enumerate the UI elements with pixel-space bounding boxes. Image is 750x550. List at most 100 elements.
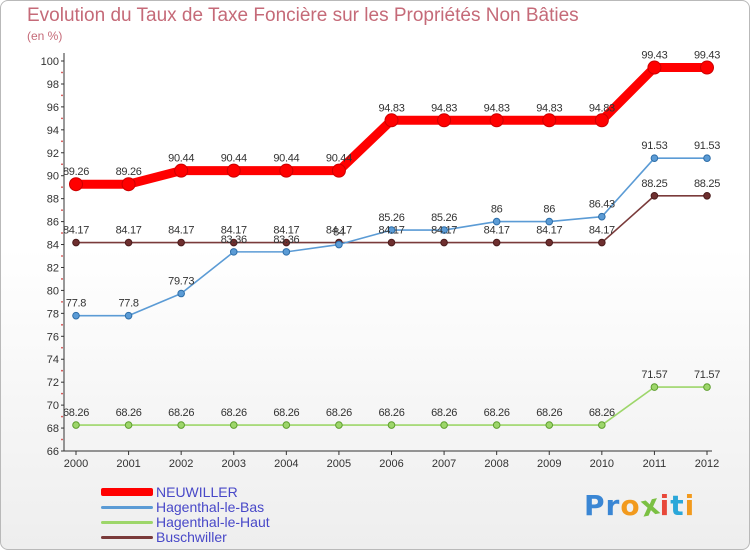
y-tick-label: 80 <box>47 285 59 297</box>
data-point <box>226 163 241 178</box>
y-tick-label: 96 <box>47 102 59 114</box>
data-point <box>489 113 504 128</box>
x-tick-label: 2002 <box>169 458 193 470</box>
y-tick-label: 90 <box>47 171 59 183</box>
logo-letter: r <box>605 489 621 522</box>
legend-item-neuwiller: NEUWILLER <box>101 484 321 500</box>
data-label: 84.17 <box>168 225 194 237</box>
x-tick-label: 2008 <box>484 458 508 470</box>
logo-letter: o <box>620 489 641 522</box>
y-tick-label: 70 <box>47 400 59 412</box>
logo-letter: i <box>684 489 696 522</box>
x-tick-label: 2007 <box>432 458 456 470</box>
data-point <box>598 212 606 221</box>
y-tick-label: 68 <box>47 423 59 435</box>
data-point <box>387 421 396 429</box>
y-tick-label: 88 <box>47 194 59 206</box>
y-minor-tick <box>61 209 63 212</box>
data-label: 84.17 <box>378 225 404 237</box>
data-point <box>594 113 609 128</box>
data-point <box>650 191 659 200</box>
data-point <box>598 421 606 429</box>
data-point <box>384 113 399 128</box>
data-point <box>124 421 133 429</box>
data-label: 68.26 <box>168 407 194 419</box>
y-minor-tick <box>61 232 63 234</box>
y-minor-tick <box>61 323 63 326</box>
y-tick-label: 66 <box>47 446 59 458</box>
x-tick-label: 2003 <box>222 458 246 470</box>
data-label: 94.83 <box>484 102 510 114</box>
legend-item-buschwiller: Buschwiller <box>101 529 321 545</box>
data-point <box>492 238 501 247</box>
data-label: 94.83 <box>589 102 615 114</box>
data-label: 88.25 <box>694 178 720 190</box>
data-label: 83.36 <box>273 234 299 246</box>
data-point <box>440 238 448 247</box>
data-point <box>335 240 343 249</box>
data-label: 84.17 <box>221 225 247 237</box>
y-tick-label: 84 <box>47 240 59 252</box>
logo-letter: t <box>670 489 685 522</box>
data-point <box>72 421 80 429</box>
data-label: 90.44 <box>273 153 299 165</box>
data-label: 84.17 <box>63 225 89 237</box>
y-minor-tick <box>61 415 63 418</box>
y-minor-tick <box>61 255 63 257</box>
legend-label: Buschwiller <box>156 529 227 545</box>
y-tick-label: 74 <box>47 354 59 366</box>
legend-label: NEUWILLER <box>156 484 238 500</box>
x-tick-label: 2010 <box>590 458 614 470</box>
data-label: 84.17 <box>484 225 510 237</box>
data-label: 90.44 <box>168 153 194 165</box>
chart-unit-label: (en %) <box>27 29 63 43</box>
x-tick-label: 2011 <box>643 458 667 470</box>
data-label: 84.17 <box>116 225 142 237</box>
data-label: 86 <box>543 204 555 216</box>
chart-title: Evolution du Taux de Taxe Foncière sur l… <box>27 5 579 26</box>
data-label: 68.26 <box>221 407 247 419</box>
data-point <box>229 248 238 256</box>
data-point <box>545 238 554 247</box>
data-label: 68.26 <box>116 407 142 419</box>
data-point <box>279 163 294 178</box>
legend-swatch-neuwiller <box>101 488 153 496</box>
data-label: 84.17 <box>326 225 352 237</box>
legend-item-hagenthal-le-bas: Hagenthal-le-Bas <box>101 499 321 515</box>
y-tick-label: 78 <box>47 308 59 320</box>
data-label: 90.44 <box>326 153 352 165</box>
data-label: 83.36 <box>221 234 247 246</box>
y-tick-label: 86 <box>47 217 59 229</box>
data-point <box>387 226 396 234</box>
y-tick-label: 98 <box>47 79 59 91</box>
series-line-hagenthal-le-bas <box>75 157 708 317</box>
data-point <box>229 238 238 247</box>
data-point <box>545 421 554 429</box>
legend-swatch-buschwiller <box>101 536 153 539</box>
data-point <box>545 217 554 226</box>
data-label: 68.26 <box>484 407 510 419</box>
data-label: 84 <box>333 227 345 239</box>
y-minor-tick <box>61 392 63 395</box>
x-tick-label: 2006 <box>379 458 403 470</box>
logo-letter: i <box>659 489 671 522</box>
data-label: 89.26 <box>116 166 142 178</box>
data-point <box>124 311 133 320</box>
data-point <box>440 421 448 429</box>
data-point <box>492 421 501 429</box>
data-point <box>229 421 238 429</box>
data-point <box>174 163 189 178</box>
data-label: 84.17 <box>431 225 457 237</box>
data-point <box>124 238 133 247</box>
y-tick-label: 94 <box>47 125 59 137</box>
x-tick-label: 2001 <box>116 458 140 470</box>
data-label: 77.8 <box>118 298 138 310</box>
logo-letter: P <box>584 489 606 522</box>
y-minor-tick <box>61 140 63 143</box>
y-tick-label: 72 <box>47 377 59 389</box>
x-tick-label: 2004 <box>274 458 298 470</box>
data-point <box>282 238 291 247</box>
data-label: 84.17 <box>536 225 562 237</box>
